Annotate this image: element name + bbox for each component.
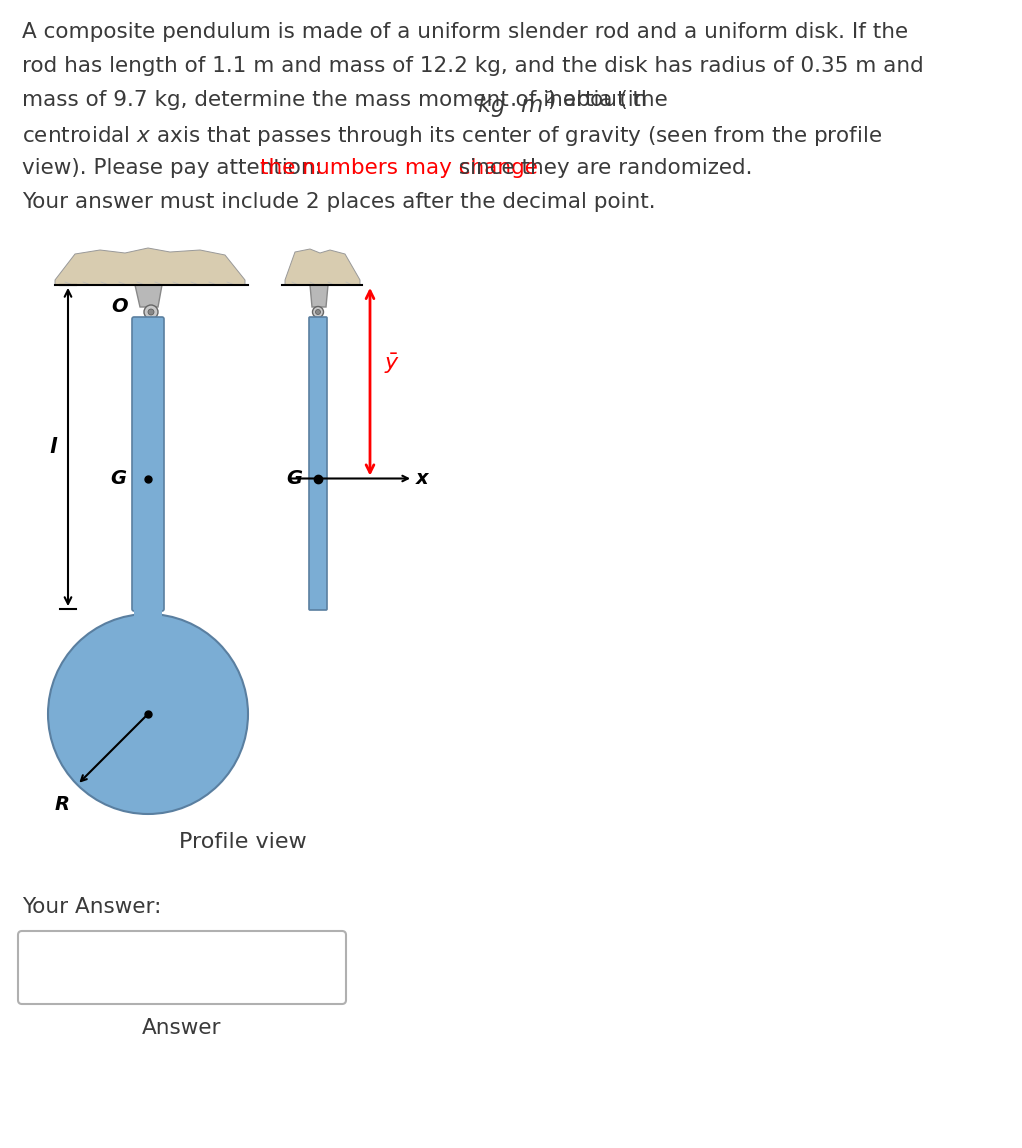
Text: rod has length of 1.1 m and mass of 12.2 kg, and the disk has radius of 0.35 m a: rod has length of 1.1 m and mass of 12.2… (22, 56, 924, 76)
Circle shape (148, 309, 154, 315)
Text: centroidal $x$ axis that passes through its center of gravity (seen from the pro: centroidal $x$ axis that passes through … (22, 124, 882, 148)
Text: the numbers may change: the numbers may change (260, 158, 538, 178)
Text: Profile view: Profile view (179, 832, 307, 852)
Text: l: l (49, 437, 56, 457)
Polygon shape (134, 608, 162, 629)
Polygon shape (55, 248, 245, 285)
Text: $\mathit{kg} \cdot \mathit{m}^2$: $\mathit{kg} \cdot \mathit{m}^2$ (477, 90, 555, 121)
FancyBboxPatch shape (18, 931, 346, 1004)
Text: ) about the: ) about the (548, 90, 667, 110)
Polygon shape (135, 285, 162, 307)
Text: Answer: Answer (142, 1018, 222, 1038)
Circle shape (316, 310, 321, 315)
Text: x: x (416, 470, 428, 488)
Text: since they are randomized.: since they are randomized. (452, 158, 752, 178)
Text: A composite pendulum is made of a uniform slender rod and a uniform disk. If the: A composite pendulum is made of a unifor… (22, 22, 909, 42)
Text: Your Answer:: Your Answer: (22, 897, 161, 917)
Text: R: R (54, 794, 69, 814)
Circle shape (144, 305, 158, 319)
Text: G: G (110, 470, 126, 488)
Text: Your answer must include 2 places after the decimal point.: Your answer must include 2 places after … (22, 192, 656, 212)
Text: view). Please pay attention:: view). Please pay attention: (22, 158, 329, 178)
Polygon shape (285, 249, 360, 285)
Text: G: G (286, 470, 301, 488)
FancyBboxPatch shape (132, 317, 164, 611)
FancyBboxPatch shape (309, 317, 327, 610)
Text: $\bar{y}$: $\bar{y}$ (384, 351, 400, 375)
Text: mass of 9.7 kg, determine the mass moment of inertia (in: mass of 9.7 kg, determine the mass momen… (22, 90, 654, 110)
Circle shape (313, 307, 324, 318)
Text: O: O (111, 297, 128, 317)
Polygon shape (310, 285, 328, 307)
Circle shape (48, 614, 248, 814)
